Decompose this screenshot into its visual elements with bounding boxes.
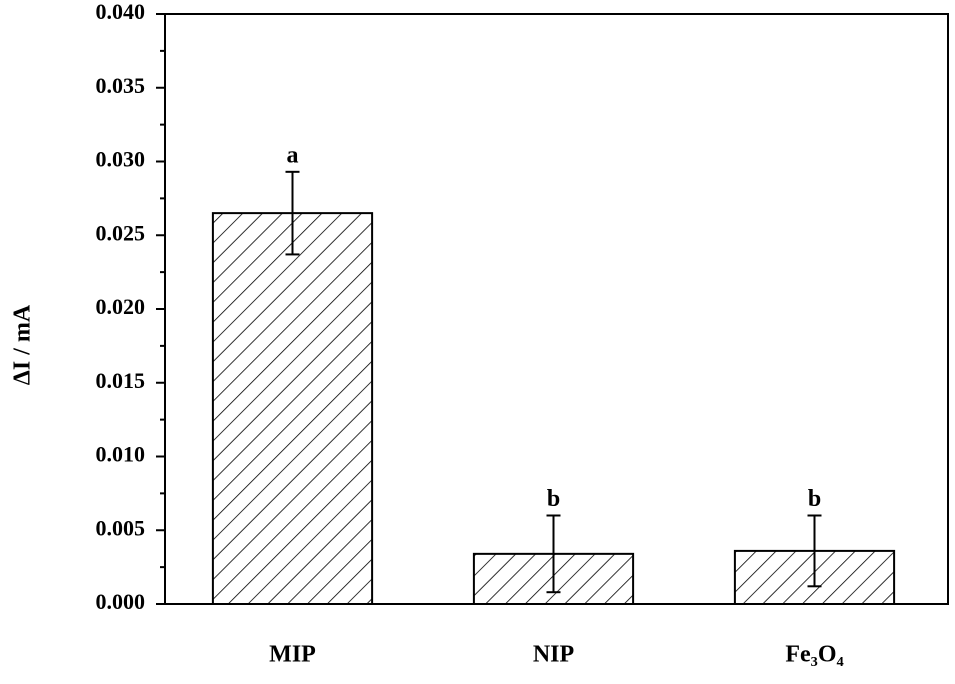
y-tick-label: 0.035 [96,73,146,98]
plot-frame [164,13,949,605]
x-tick-label: Fe₃O₄ [785,642,843,668]
y-tick-label: 0.025 [96,220,146,245]
y-tick-label: 0.040 [96,0,146,24]
annotation: b [547,486,560,512]
y-tick-label: 0.005 [96,515,146,540]
bar [211,212,374,605]
x-tick-label: NIP [533,642,574,668]
annotation: a [287,142,299,168]
y-tick-label: 0.030 [96,147,146,172]
y-tick-label: 0.015 [96,368,146,393]
x-tick-label: MIP [269,642,316,668]
y-tick-label: 0.010 [96,442,146,467]
y-tick-label: 0.020 [96,294,146,319]
y-axis-label: ΔI / mA [10,304,36,385]
annotation: b [808,486,821,512]
y-tick-label: 0.000 [96,589,146,614]
